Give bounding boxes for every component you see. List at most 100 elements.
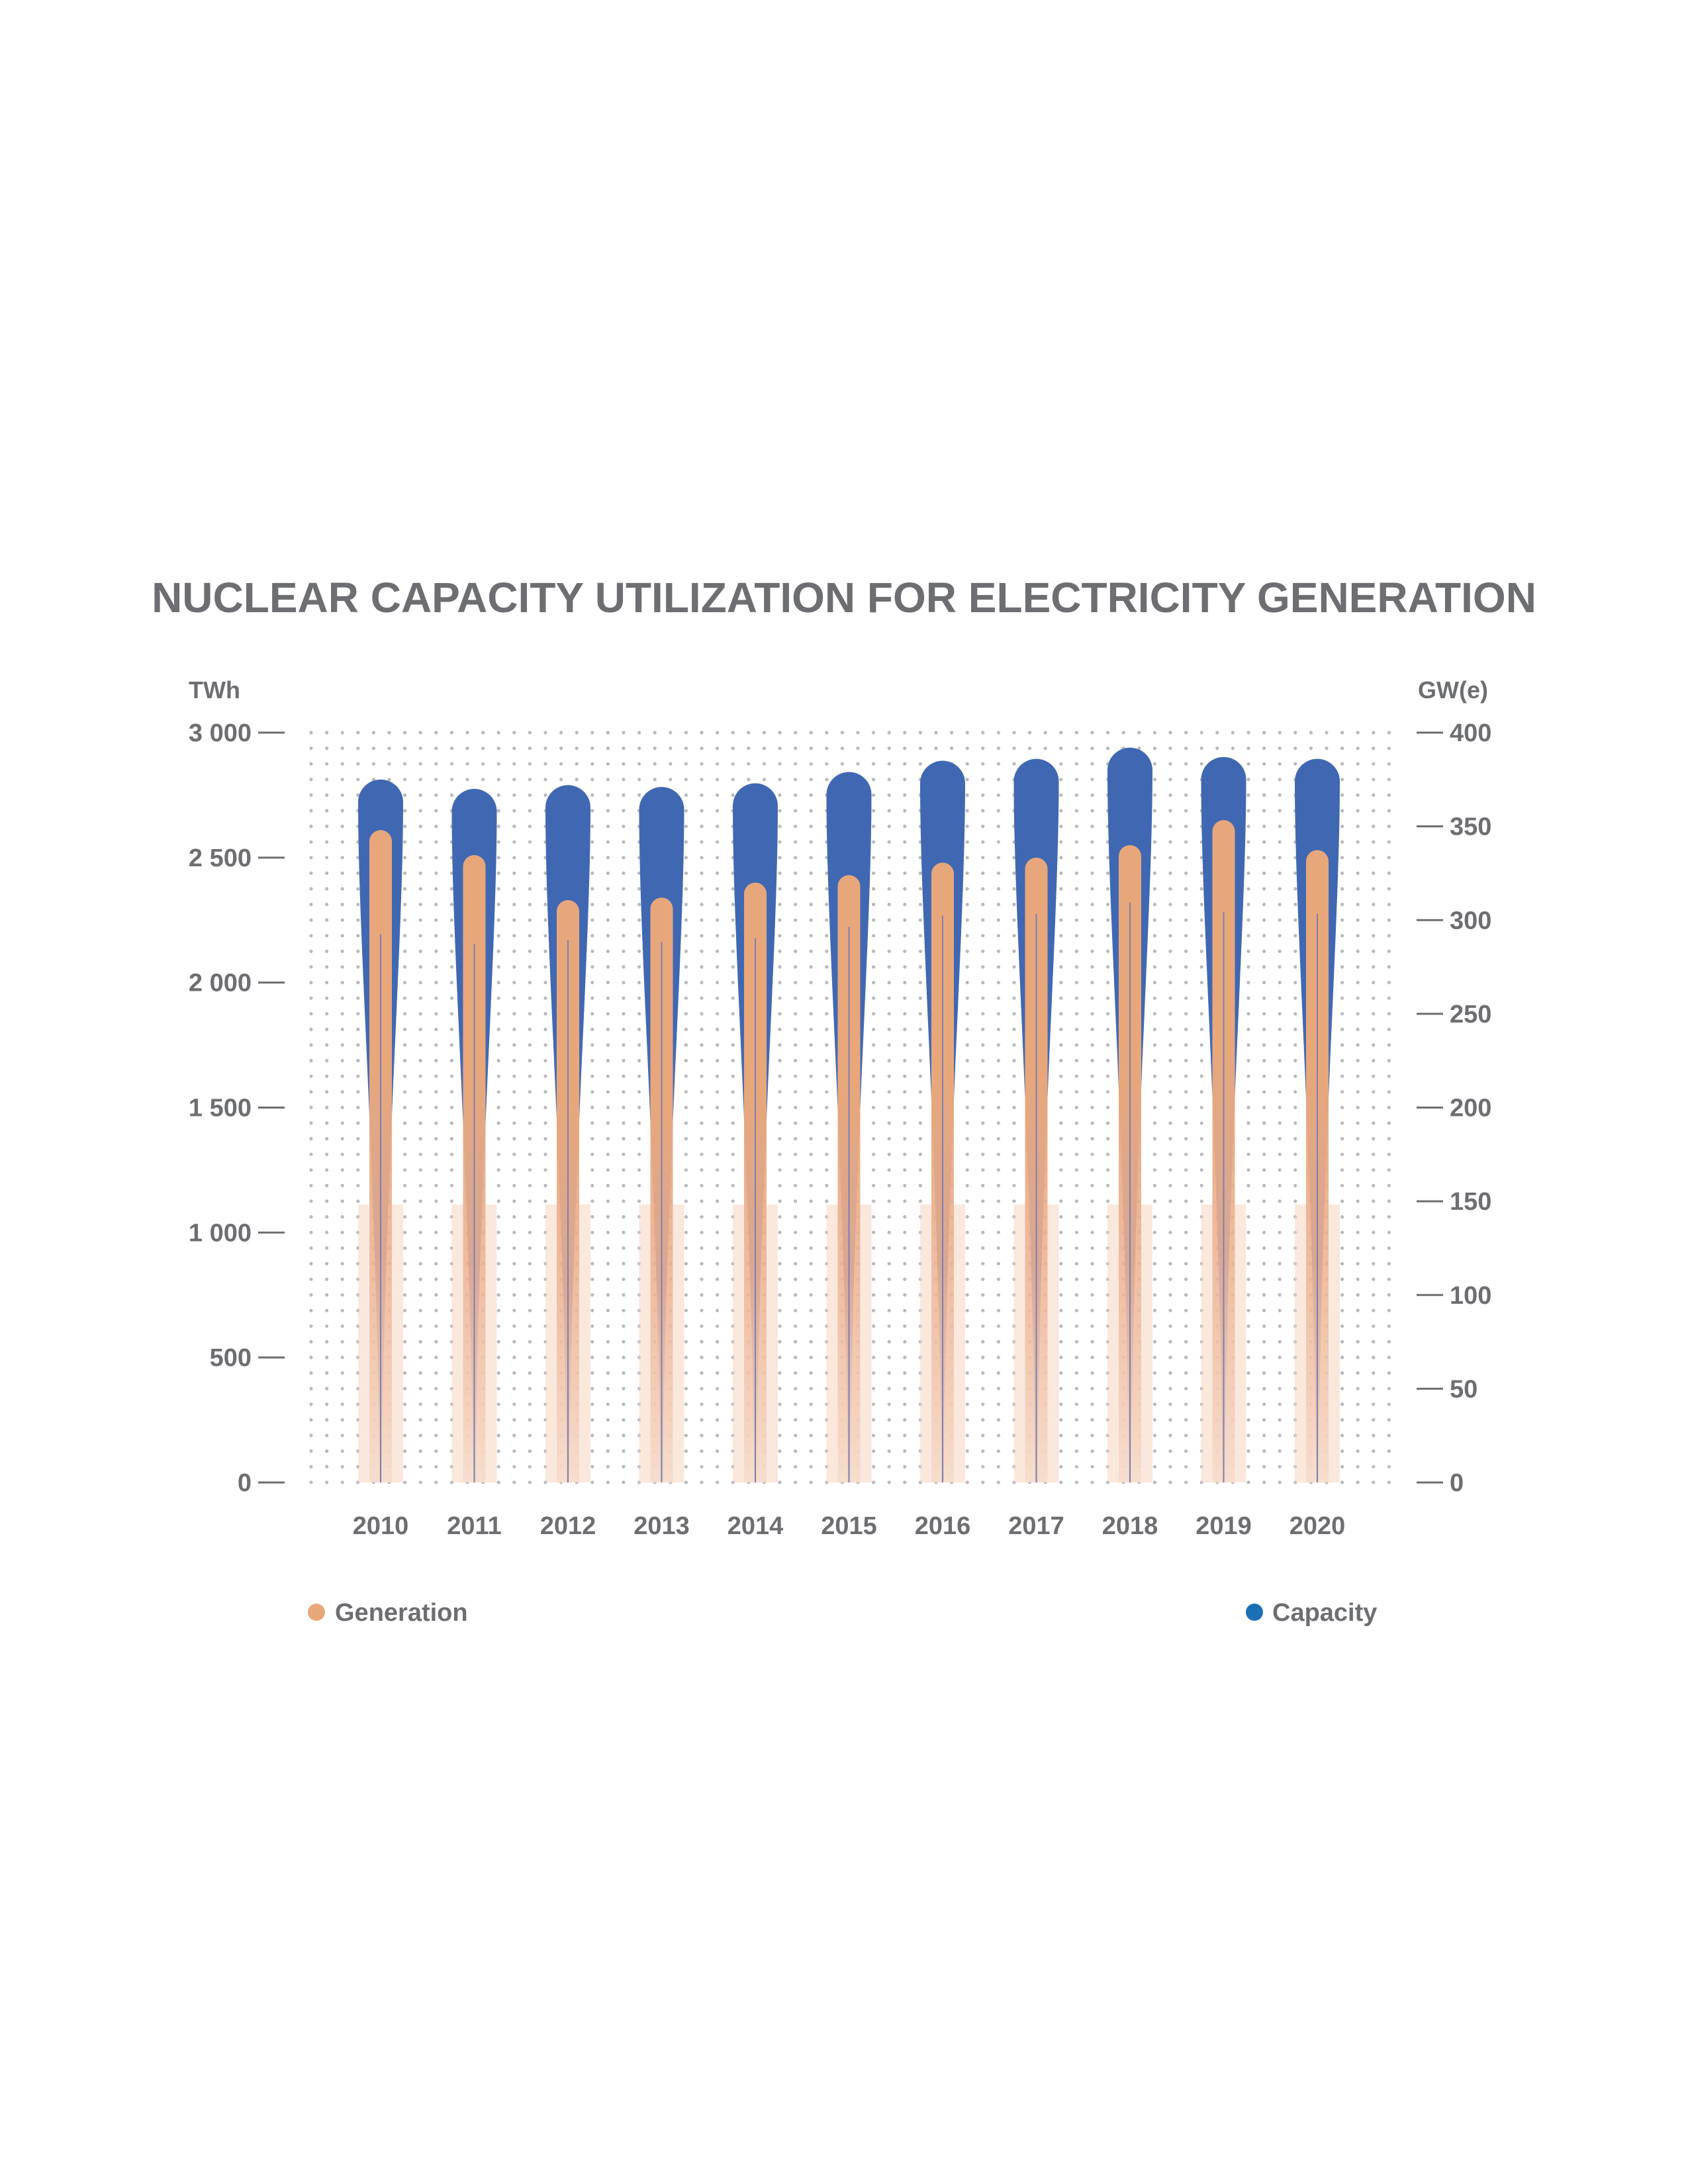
grid-dot [434,1433,438,1437]
grid-dot [528,1293,532,1297]
grid-dot [1152,871,1156,875]
grid-dot [996,1012,1000,1016]
grid-dot [918,747,922,751]
grid-dot [1246,996,1250,1000]
grid-dot [903,871,907,875]
grid-dot [622,1027,626,1031]
grid-dot [371,747,376,751]
grid-dot [825,1152,829,1156]
grid-dot [622,1449,626,1453]
grid-dot [1012,918,1016,922]
grid-dot [1387,1215,1391,1219]
grid-dot [731,1152,735,1156]
grid-dot [887,1074,891,1078]
grid-dot [996,1199,1000,1203]
grid-dot [965,1418,969,1422]
grid-dot [606,1308,610,1312]
grid-dot [1012,1168,1016,1172]
grid-dot [684,965,688,969]
grid-dot [918,965,922,969]
grid-dot [1074,793,1078,797]
grid-dot [778,1137,782,1141]
grid-dot [1012,747,1016,751]
grid-dot [590,965,594,969]
grid-dot [1152,1152,1156,1156]
grid-dot [825,934,829,938]
grid-dot [1106,996,1110,1000]
grid-dot [1246,903,1250,907]
grid-dot [512,1277,516,1281]
grid-dot [1059,1371,1063,1375]
grid-dot [1074,1121,1078,1125]
grid-dot [825,1168,829,1172]
grid-dot [809,981,813,985]
grid-dot [1356,1465,1360,1469]
grid-dot [528,747,532,751]
grid-dot [1278,934,1282,938]
grid-dot [340,1277,344,1281]
grid-dot [528,809,532,813]
grid-dot [622,1183,626,1187]
grid-dot [590,793,594,797]
grid-dot [1152,1215,1156,1219]
grid-dot [1246,934,1250,938]
grid-dot [434,934,438,938]
grid-dot [747,778,751,782]
grid-dot [762,762,766,766]
grid-dot [637,1121,641,1125]
grid-dot [1184,856,1188,860]
grid-dot [778,965,782,969]
grid-dot [496,1340,500,1343]
grid-dot [356,1043,360,1047]
grid-dot [1387,934,1391,938]
grid-dot [887,1418,891,1422]
grid-dot [418,762,422,766]
grid-dot [778,840,782,844]
grid-dot [1340,1340,1344,1343]
grid-dot [903,1387,907,1390]
grid-dot [1246,1168,1250,1172]
grid-dot [981,1433,985,1437]
generation-base-right [579,1205,590,1482]
grid-dot [918,1121,922,1125]
grid-dot [403,965,407,969]
grid-dot [1262,793,1266,797]
grid-dot [700,1371,704,1375]
grid-dot [325,1152,329,1156]
grid-dot [309,1449,313,1453]
grid-dot [449,949,454,953]
grid-dot [1059,1433,1063,1437]
grid-dot [528,1012,532,1016]
grid-dot [700,981,704,985]
grid-dot [434,1183,438,1187]
grid-dot [996,1027,1000,1031]
grid-dot [1184,1433,1188,1437]
grid-dot [996,1059,1000,1063]
grid-dot [1293,1199,1297,1203]
grid-dot [996,1043,1000,1047]
grid-dot [1012,1043,1016,1047]
grid-dot [684,1261,688,1265]
grid-dot [1387,918,1391,922]
grid-dot [434,1355,438,1359]
grid-dot [543,762,547,766]
grid-dot [887,934,891,938]
grid-dot [1387,871,1391,875]
grid-dot [1184,934,1188,938]
grid-dot [1168,778,1172,782]
grid-dot [1246,1090,1250,1094]
grid-dot [418,1105,422,1109]
grid-dot [684,1340,688,1343]
grid-dot [965,1105,969,1109]
grid-dot [1340,1152,1344,1156]
grid-dot [1278,1308,1282,1312]
left-tick-label: 2 000 [189,970,252,997]
grid-dot [434,1465,438,1469]
grid-dot [434,1090,438,1094]
grid-dot [606,731,610,735]
grid-dot [965,1090,969,1094]
grid-dot [1262,856,1266,860]
grid-dot [1278,1402,1282,1406]
grid-dot [903,934,907,938]
grid-dot [1246,1277,1250,1281]
